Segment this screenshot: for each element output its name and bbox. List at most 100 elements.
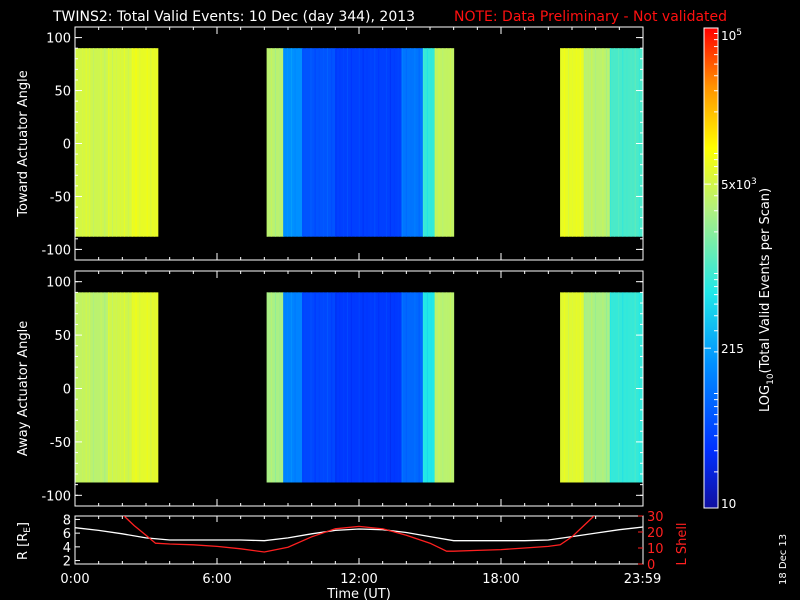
heatmap-stripe: [306, 48, 308, 237]
heatmap-stripe: [294, 292, 296, 483]
heatmap-stripe: [579, 292, 581, 483]
heatmap-stripe: [434, 292, 436, 483]
heatmap-stripe: [127, 292, 129, 483]
heatmap-stripe: [609, 292, 611, 483]
heatmap-stripe: [591, 292, 593, 483]
heatmap-stripe: [401, 48, 403, 237]
heatmap-segment: [283, 48, 303, 237]
heatmap-segment: [422, 48, 436, 237]
heatmap-stripe: [587, 48, 589, 237]
heatmap-stripe: [575, 48, 577, 237]
left-tick-label: 2: [63, 555, 71, 570]
heatmap-stripe: [100, 292, 102, 483]
heatmap-stripe: [92, 292, 94, 483]
toward-angle-panel: 100 50 0 -50 -100 Toward Actuator Angle: [16, 26, 644, 261]
heatmap-stripe: [96, 292, 98, 483]
y-axis-label: Away Actuator Angle: [16, 321, 31, 456]
heatmap-stripe: [135, 48, 137, 237]
heatmap-stripe: [382, 48, 384, 237]
heatmap-stripe: [78, 292, 80, 483]
heatmap-stripe: [609, 48, 611, 237]
heatmap-stripe: [418, 48, 420, 237]
heatmap-stripe: [606, 292, 608, 483]
heatmap-stripe: [583, 292, 585, 483]
heatmap-stripe: [374, 48, 376, 237]
heatmap-stripe: [266, 292, 268, 483]
heatmap-segment: [434, 48, 455, 237]
heatmap-stripe: [358, 48, 360, 237]
heatmap-stripe: [290, 292, 292, 483]
heatmap-stripe: [287, 48, 289, 237]
colorbar: 105 5x103 215 10 LOG10(Total Valid Events p…: [703, 27, 776, 511]
heatmap-stripe: [386, 48, 388, 237]
radius-line: [75, 526, 643, 542]
x-tick-label: 0:00: [60, 572, 89, 587]
heatmap-stripe: [362, 292, 364, 483]
y-tick-label: -100: [41, 489, 71, 504]
heatmap-stripe: [139, 48, 141, 237]
heatmap-stripe: [279, 48, 281, 237]
heatmap-stripe: [614, 48, 616, 237]
heatmap-stripe: [154, 48, 156, 237]
heatmap-stripe: [322, 292, 324, 483]
heatmap-stripe: [150, 48, 152, 237]
heatmap-stripe: [112, 48, 114, 237]
heatmap-stripe: [82, 48, 84, 237]
heatmap-stripe: [119, 48, 121, 237]
heatmap-stripe: [112, 292, 114, 483]
heatmap-segment: [89, 48, 109, 237]
heatmap-stripe: [327, 292, 329, 483]
heatmap-stripe: [382, 292, 384, 483]
heatmap-stripe: [274, 292, 276, 483]
heatmap-stripe: [389, 48, 391, 237]
heatmap-stripe: [438, 48, 440, 237]
heatmap-stripe: [116, 292, 118, 483]
heatmap-stripe: [123, 292, 125, 483]
heatmap-stripe: [630, 48, 632, 237]
heatmap-stripe: [146, 292, 148, 483]
heatmap-stripe: [634, 48, 636, 237]
heatmap-stripe: [560, 48, 562, 237]
heatmap-stripe: [386, 292, 388, 483]
heatmap-stripe: [583, 48, 585, 237]
heatmap-stripe: [310, 48, 312, 237]
heatmap-stripe: [434, 48, 436, 237]
heatmap-stripe: [104, 292, 106, 483]
heatmap-stripe: [139, 292, 141, 483]
heatmap-segment: [283, 292, 303, 483]
heatmap-stripe: [446, 292, 448, 483]
x-axis-label: Time (UT): [326, 587, 391, 600]
heatmap-stripe: [270, 292, 272, 483]
heatmap-stripe: [283, 292, 285, 483]
right-axis-label: L Shell: [675, 522, 690, 565]
heatmap-segment: [422, 292, 436, 483]
heatmap-stripe: [430, 48, 432, 237]
x-tick-label: 6:00: [202, 572, 231, 587]
heatmap-segment: [335, 292, 403, 483]
heatmap-stripe: [638, 48, 640, 237]
heatmap-stripe: [327, 48, 329, 237]
heatmap-stripe: [638, 292, 640, 483]
right-tick-label: 20: [647, 526, 664, 541]
colorbar-tick-label: 215: [721, 342, 744, 356]
heatmap-stripe: [422, 292, 424, 483]
heatmap-stripe: [318, 292, 320, 483]
heatmap-stripe: [618, 48, 620, 237]
heatmap-stripe: [378, 48, 380, 237]
heatmap-stripe: [354, 292, 356, 483]
heatmap-stripe: [104, 48, 106, 237]
heatmap-stripe: [135, 292, 137, 483]
heatmap-segment: [434, 292, 455, 483]
heatmap-stripe: [96, 48, 98, 237]
heatmap-stripe: [100, 48, 102, 237]
heatmap-stripe: [89, 292, 91, 483]
heatmap-stripe: [418, 292, 420, 483]
heatmap-stripe: [449, 48, 451, 237]
heatmap-stripe: [564, 292, 566, 483]
away-angle-panel: 100 50 0 -50 -100 Away Actuator Angle: [16, 270, 644, 507]
heatmap-stripe: [154, 292, 156, 483]
heatmap-stripe: [630, 292, 632, 483]
x-tick-label: 18:00: [482, 572, 519, 587]
heatmap-stripe: [622, 292, 624, 483]
heatmap-stripe: [591, 48, 593, 237]
